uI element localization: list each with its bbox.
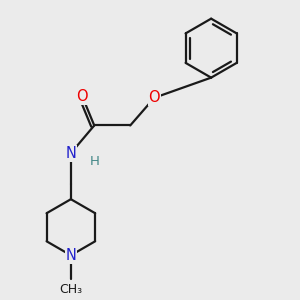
Text: CH₃: CH₃ <box>59 283 83 296</box>
Text: O: O <box>76 89 88 104</box>
Text: H: H <box>89 155 99 168</box>
Text: O: O <box>148 90 160 105</box>
Text: N: N <box>65 248 76 263</box>
Text: N: N <box>65 146 76 161</box>
